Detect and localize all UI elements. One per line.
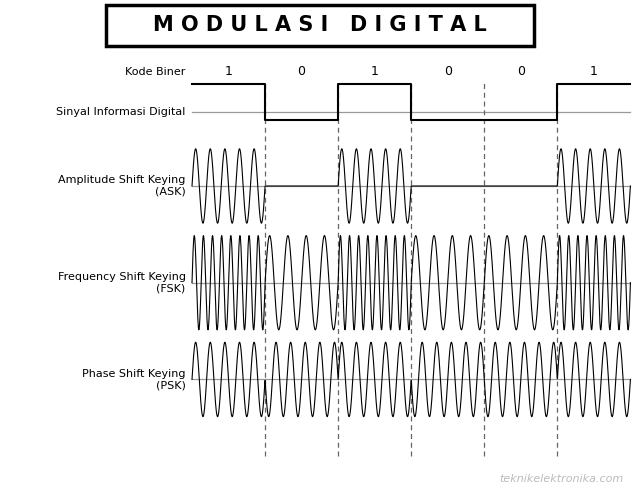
Text: Phase Shift Keying
(PSK): Phase Shift Keying (PSK) <box>82 369 186 390</box>
Text: Amplitude Shift Keying
(ASK): Amplitude Shift Keying (ASK) <box>58 175 186 197</box>
Text: 1: 1 <box>371 65 379 78</box>
Text: M O D U L A S I   D I G I T A L: M O D U L A S I D I G I T A L <box>153 15 487 35</box>
Text: 1: 1 <box>225 65 232 78</box>
Text: 0: 0 <box>444 65 452 78</box>
Text: Kode Biner: Kode Biner <box>125 67 186 77</box>
Text: Sinyal Informasi Digital: Sinyal Informasi Digital <box>56 107 186 117</box>
Text: 1: 1 <box>590 65 598 78</box>
Text: Frequency Shift Keying
(FSK): Frequency Shift Keying (FSK) <box>58 272 186 294</box>
Text: 0: 0 <box>298 65 306 78</box>
FancyBboxPatch shape <box>106 5 534 46</box>
Text: 0: 0 <box>517 65 525 78</box>
Text: teknikelektronika.com: teknikelektronika.com <box>500 474 624 484</box>
